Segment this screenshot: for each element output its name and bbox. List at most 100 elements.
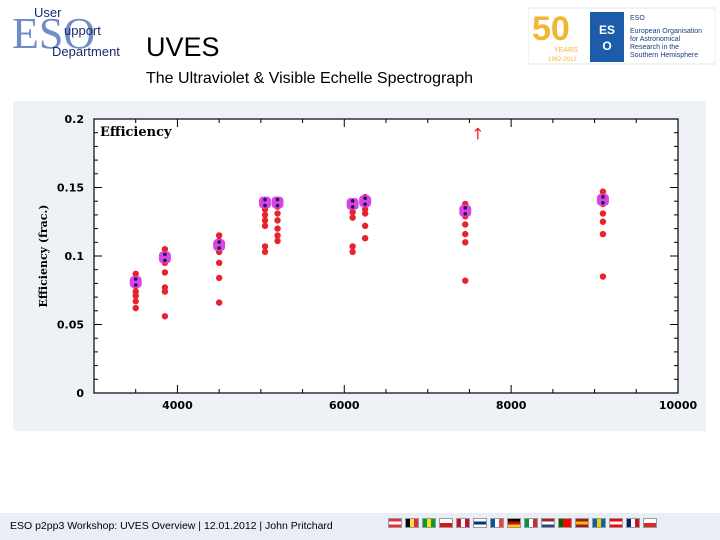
user-support-department-logo: ESO User upport Department bbox=[12, 4, 130, 60]
data-point bbox=[132, 298, 139, 305]
flag-netherlands-icon bbox=[541, 518, 555, 528]
org-line-2: for Astronomical bbox=[630, 36, 681, 43]
data-point bbox=[132, 270, 139, 278]
y-tick-label: 0.2 bbox=[65, 113, 85, 126]
data-point bbox=[599, 218, 607, 225]
data-point bbox=[462, 230, 469, 238]
y-tick-label: 0.15 bbox=[57, 182, 84, 195]
mean-marker-dot bbox=[217, 240, 221, 244]
flag-belgium-icon bbox=[405, 518, 419, 528]
mean-marker-dot bbox=[133, 277, 138, 281]
data-point bbox=[274, 232, 281, 239]
data-point bbox=[599, 273, 607, 280]
mean-marker-dot bbox=[463, 205, 468, 210]
page-title: UVES bbox=[146, 32, 220, 62]
org-line-4: Southern Hemisphere bbox=[630, 52, 698, 59]
org-line-1: European Organisation bbox=[630, 28, 702, 35]
data-point bbox=[361, 222, 369, 230]
x-tick-label: 4000 bbox=[162, 399, 193, 412]
mean-marker-dot bbox=[350, 205, 355, 209]
mean-marker-dot bbox=[163, 258, 167, 263]
data-point bbox=[361, 210, 369, 217]
mean-marker-dot bbox=[601, 201, 605, 205]
org-line-3: Research in the bbox=[630, 44, 679, 51]
logo-eso-letters: ESO bbox=[12, 9, 95, 58]
mean-marker-dot bbox=[263, 197, 267, 202]
anniversary-text: YEARS bbox=[554, 47, 578, 54]
data-point bbox=[215, 259, 223, 267]
data-point bbox=[462, 239, 469, 246]
data-point bbox=[161, 313, 169, 320]
x-tick-label: 10000 bbox=[659, 399, 698, 412]
logo-line-upport: upport bbox=[64, 23, 101, 38]
data-point bbox=[462, 277, 469, 284]
mean-marker bbox=[158, 251, 171, 264]
logo-line-user: User bbox=[34, 5, 62, 20]
data-point bbox=[261, 222, 269, 230]
x-tick-label: 6000 bbox=[329, 399, 360, 412]
mean-marker-dot bbox=[601, 195, 605, 199]
upward-arrow-annotation: ↑ bbox=[471, 125, 484, 144]
svg-text:O: O bbox=[602, 39, 611, 53]
plot-frame bbox=[93, 118, 679, 394]
y-tick-label: 0 bbox=[76, 387, 84, 400]
data-point bbox=[215, 274, 223, 282]
mean-marker bbox=[346, 197, 359, 210]
flag-chile-icon bbox=[643, 518, 657, 528]
data-point bbox=[599, 210, 607, 217]
data-point bbox=[274, 217, 281, 224]
mean-marker-dot bbox=[217, 246, 221, 250]
eso-emblem bbox=[590, 12, 624, 62]
data-point bbox=[349, 208, 356, 216]
mean-marker-dot bbox=[275, 203, 280, 208]
mean-marker-dot bbox=[363, 196, 367, 200]
logo-line-department: Department bbox=[52, 44, 120, 59]
mean-marker-dot bbox=[350, 199, 355, 203]
data-point bbox=[349, 243, 356, 250]
flag-czech-icon bbox=[439, 518, 453, 528]
data-point bbox=[462, 221, 469, 228]
flag-germany-icon bbox=[507, 518, 521, 528]
flag-italy-icon bbox=[524, 518, 538, 528]
data-point bbox=[261, 243, 269, 250]
data-point bbox=[132, 292, 139, 299]
mean-marker bbox=[271, 196, 284, 209]
anniversary-number: 50 bbox=[532, 10, 570, 48]
data-point bbox=[161, 288, 169, 295]
eso-50-years-logo: 50 YEARS 1962-2012 ES O ESO European Org… bbox=[527, 6, 717, 66]
y-tick-label: 0.05 bbox=[57, 319, 84, 332]
data-point bbox=[215, 299, 223, 306]
mean-marker-dot bbox=[463, 211, 468, 216]
data-point bbox=[215, 232, 223, 239]
mean-marker bbox=[596, 193, 609, 206]
data-point bbox=[599, 188, 607, 195]
data-point bbox=[274, 237, 281, 245]
mean-marker bbox=[459, 204, 472, 217]
chart-title: Efficiency bbox=[100, 125, 172, 140]
mean-marker bbox=[359, 195, 372, 208]
page-subtitle: The Ultraviolet & Visible Echelle Spectr… bbox=[146, 70, 473, 87]
flag-france-icon bbox=[490, 518, 504, 528]
flag-finland-icon bbox=[473, 518, 487, 528]
svg-text:ES: ES bbox=[599, 23, 615, 37]
data-point bbox=[361, 234, 369, 242]
data-point bbox=[161, 269, 169, 276]
org-abbrev: ESO bbox=[630, 15, 645, 22]
x-tick-label: 8000 bbox=[496, 399, 527, 412]
mean-marker-dot bbox=[275, 197, 280, 202]
data-point bbox=[599, 230, 607, 238]
flag-austria-icon bbox=[388, 518, 402, 528]
flag-denmark-icon bbox=[456, 518, 470, 528]
flag-switzerland-icon bbox=[609, 518, 623, 528]
data-point bbox=[274, 210, 281, 217]
mean-marker bbox=[213, 239, 226, 252]
anniversary-years: 1962-2012 bbox=[548, 57, 577, 63]
data-point bbox=[132, 304, 139, 312]
mean-marker-dot bbox=[263, 203, 267, 208]
mean-marker bbox=[259, 196, 272, 209]
mean-marker-dot bbox=[133, 283, 138, 287]
data-point bbox=[349, 214, 356, 221]
mean-marker bbox=[129, 276, 142, 289]
flag-uk-icon bbox=[626, 518, 640, 528]
flag-portugal-icon bbox=[558, 518, 572, 528]
